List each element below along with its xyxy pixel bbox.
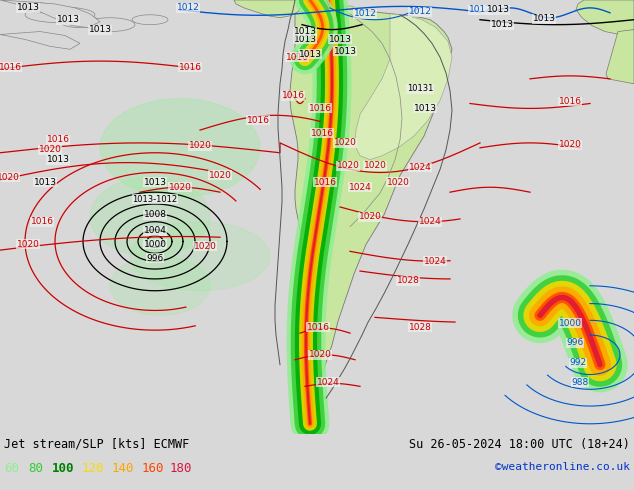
Text: 1016: 1016: [0, 63, 22, 72]
Text: 1012: 1012: [469, 5, 491, 14]
Text: 1013: 1013: [294, 27, 316, 36]
Text: 1013: 1013: [143, 178, 167, 187]
Text: 60: 60: [4, 462, 19, 475]
Text: 10131: 10131: [407, 84, 433, 93]
Text: 1028: 1028: [408, 323, 432, 332]
Text: 1020: 1020: [337, 161, 359, 170]
Text: 1016: 1016: [46, 135, 70, 145]
Text: 1013: 1013: [34, 178, 56, 187]
Text: 160: 160: [142, 462, 164, 475]
Polygon shape: [606, 29, 634, 84]
Text: 1020: 1020: [16, 240, 39, 249]
Text: Jet stream/SLP [kts] ECMWF: Jet stream/SLP [kts] ECMWF: [4, 438, 190, 451]
Text: 1020: 1020: [363, 161, 387, 170]
Polygon shape: [90, 177, 210, 256]
Text: 1020: 1020: [387, 178, 410, 187]
Text: 1016: 1016: [281, 91, 304, 100]
Text: 1013: 1013: [89, 25, 112, 34]
Polygon shape: [60, 16, 100, 27]
Text: 1016: 1016: [285, 52, 309, 62]
Polygon shape: [304, 0, 316, 3]
Text: 1020: 1020: [188, 141, 211, 150]
Text: 1020: 1020: [169, 183, 191, 192]
Text: 1013: 1013: [333, 47, 356, 56]
Text: 1012: 1012: [354, 9, 377, 18]
Text: 1020: 1020: [39, 146, 61, 154]
Polygon shape: [110, 256, 210, 316]
Text: 1012: 1012: [408, 7, 432, 16]
Text: 1013: 1013: [46, 155, 70, 164]
Text: 1020: 1020: [333, 138, 356, 147]
Text: 1020: 1020: [193, 242, 216, 251]
Text: 1013: 1013: [328, 35, 351, 44]
Text: 1013: 1013: [413, 104, 436, 113]
Polygon shape: [312, 0, 328, 6]
Text: 1016: 1016: [30, 217, 53, 226]
Text: 1016: 1016: [247, 116, 269, 125]
Text: 1013: 1013: [299, 49, 321, 59]
Text: 1013: 1013: [294, 35, 316, 44]
Polygon shape: [130, 222, 270, 291]
Text: Su 26-05-2024 18:00 UTC (18+24): Su 26-05-2024 18:00 UTC (18+24): [409, 438, 630, 451]
Text: 1000: 1000: [559, 319, 581, 328]
Text: 988: 988: [571, 378, 588, 387]
Text: 1024: 1024: [316, 378, 339, 387]
Text: 1028: 1028: [396, 276, 420, 285]
Text: 1020: 1020: [359, 212, 382, 221]
Polygon shape: [0, 0, 100, 27]
Polygon shape: [0, 31, 80, 49]
Polygon shape: [290, 0, 452, 431]
Text: 996: 996: [146, 254, 164, 263]
Text: 992: 992: [569, 358, 586, 367]
Text: 1013: 1013: [56, 15, 79, 24]
Polygon shape: [85, 18, 135, 31]
Text: 1013: 1013: [16, 3, 39, 12]
Text: 1024: 1024: [409, 163, 431, 172]
Polygon shape: [132, 15, 168, 24]
Polygon shape: [234, 0, 302, 18]
Text: 80: 80: [28, 462, 43, 475]
Text: 1013: 1013: [533, 14, 555, 23]
Text: 1016: 1016: [306, 323, 330, 332]
Text: 1016: 1016: [313, 178, 337, 187]
Text: 1020: 1020: [0, 173, 20, 182]
Text: ©weatheronline.co.uk: ©weatheronline.co.uk: [495, 462, 630, 472]
Text: 1004: 1004: [143, 226, 167, 235]
Text: 1013: 1013: [491, 20, 514, 29]
Text: 140: 140: [112, 462, 134, 475]
Text: 1012: 1012: [176, 3, 200, 12]
Text: 100: 100: [52, 462, 75, 475]
Text: 180: 180: [170, 462, 193, 475]
Polygon shape: [576, 0, 634, 34]
Polygon shape: [25, 7, 95, 23]
Text: 1008: 1008: [143, 210, 167, 220]
Polygon shape: [335, 5, 345, 9]
Text: 120: 120: [82, 462, 105, 475]
Text: 1013: 1013: [486, 5, 510, 14]
Text: 1016: 1016: [559, 97, 581, 106]
Polygon shape: [355, 14, 452, 160]
Polygon shape: [324, 2, 336, 8]
Polygon shape: [25, 3, 55, 13]
Text: 1020: 1020: [209, 171, 231, 180]
Text: 1013-1012: 1013-1012: [133, 195, 178, 203]
Text: 1024: 1024: [424, 257, 446, 266]
Text: 1016: 1016: [311, 128, 333, 138]
Text: 996: 996: [566, 339, 584, 347]
Text: 1016: 1016: [309, 104, 332, 113]
Text: 1020: 1020: [559, 140, 581, 149]
Text: 1000: 1000: [143, 240, 167, 249]
Polygon shape: [100, 98, 260, 197]
Polygon shape: [346, 6, 354, 10]
Text: 1016: 1016: [179, 63, 202, 72]
Text: 1024: 1024: [349, 183, 372, 192]
Text: 1024: 1024: [418, 217, 441, 226]
Text: 1020: 1020: [309, 350, 332, 359]
